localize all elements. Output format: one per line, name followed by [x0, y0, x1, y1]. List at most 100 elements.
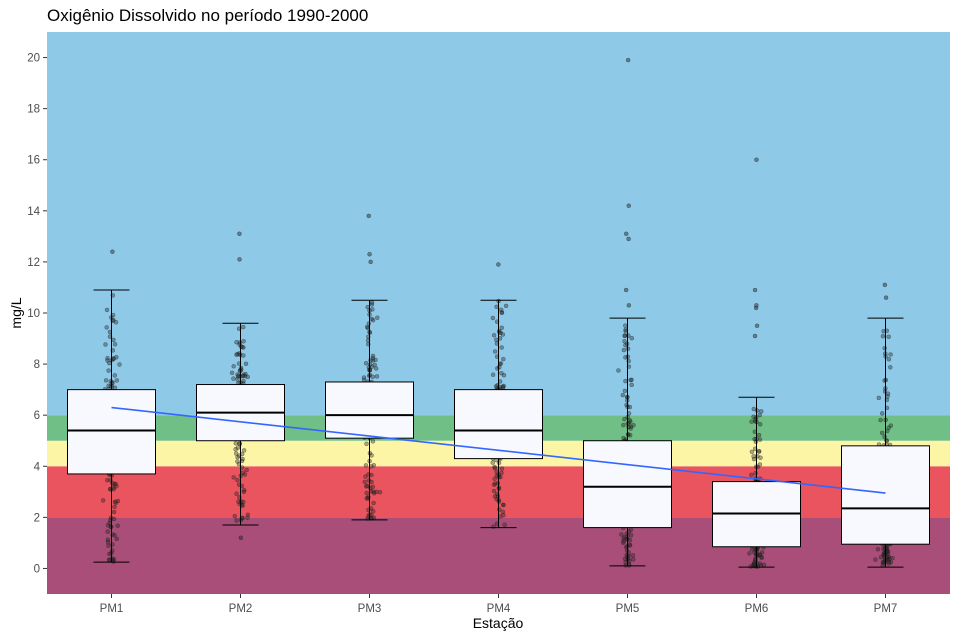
- data-point: [370, 439, 376, 444]
- data-point: [629, 382, 634, 388]
- data-point: [117, 362, 122, 367]
- data-point: [888, 365, 893, 370]
- data-point: [112, 342, 118, 347]
- data-point: [112, 504, 117, 510]
- data-point: [371, 515, 377, 521]
- data-point: [627, 537, 633, 543]
- data-point: [370, 307, 375, 312]
- data-point: [104, 325, 109, 330]
- data-point: [751, 456, 757, 462]
- data-point: [620, 392, 626, 398]
- outlier-point: [754, 323, 760, 329]
- outlier-point: [496, 262, 501, 267]
- data-point: [109, 383, 115, 389]
- data-point: [233, 447, 238, 452]
- data-point: [108, 378, 114, 384]
- boxplots: [67, 57, 930, 568]
- data-point: [245, 374, 250, 380]
- data-point: [501, 502, 506, 508]
- outlier-point: [237, 257, 242, 262]
- y-axis-title: mg/L: [8, 297, 24, 328]
- data-point: [880, 333, 886, 339]
- y-tick-label: 12: [27, 257, 40, 269]
- data-point: [490, 372, 496, 377]
- data-point: [622, 338, 627, 344]
- data-point: [747, 551, 752, 556]
- data-point: [757, 552, 763, 557]
- data-point: [115, 523, 120, 529]
- x-axis-title: Estação: [473, 615, 524, 631]
- outlier-point: [367, 251, 372, 257]
- data-point: [494, 337, 499, 343]
- data-point: [105, 355, 110, 361]
- data-point: [241, 448, 247, 453]
- data-point: [106, 383, 111, 388]
- data-point: [492, 476, 497, 482]
- data-point: [105, 537, 111, 542]
- data-point: [759, 554, 764, 560]
- outlier-point: [752, 287, 758, 293]
- data-point: [375, 315, 380, 320]
- data-point: [103, 342, 108, 347]
- data-point: [241, 353, 246, 358]
- y-tick-label: 18: [27, 104, 40, 116]
- data-point: [370, 374, 376, 380]
- data-point: [490, 460, 495, 465]
- x-tick-label: PM7: [874, 603, 898, 615]
- box-PM1: [67, 389, 156, 475]
- data-point: [757, 437, 763, 442]
- data-point: [885, 394, 890, 399]
- data-point: [630, 557, 636, 562]
- trend-line: [111, 406, 886, 494]
- data-point: [490, 315, 496, 321]
- data-point: [232, 513, 238, 519]
- y-tick-label: 6: [34, 410, 40, 422]
- data-point: [363, 361, 369, 366]
- data-point: [622, 416, 627, 422]
- outlier-point: [752, 333, 758, 339]
- data-point: [499, 370, 504, 376]
- data-point: [371, 500, 376, 506]
- data-point: [628, 527, 634, 532]
- y-tick-label: 2: [34, 512, 40, 524]
- box-PM5: [583, 440, 672, 529]
- data-point: [100, 498, 106, 503]
- outlier-point: [623, 287, 629, 293]
- data-point: [757, 422, 763, 427]
- data-point: [749, 472, 754, 478]
- box-PM4: [454, 389, 543, 460]
- data-point: [875, 547, 881, 552]
- data-point: [371, 462, 377, 468]
- data-point: [364, 483, 370, 489]
- data-point: [235, 477, 240, 483]
- data-point: [241, 345, 246, 350]
- data-point: [756, 449, 762, 454]
- data-point: [502, 522, 507, 527]
- data-point: [619, 532, 624, 537]
- data-point: [377, 489, 383, 495]
- outlier-point: [626, 303, 632, 308]
- data-point: [887, 556, 892, 562]
- data-point: [235, 459, 240, 464]
- data-point: [621, 435, 626, 441]
- outlier-point: [754, 157, 759, 162]
- data-point: [498, 307, 504, 313]
- data-point: [231, 475, 236, 480]
- data-point: [105, 358, 110, 363]
- data-point: [500, 509, 506, 515]
- data-point: [106, 368, 111, 373]
- data-point: [492, 349, 498, 354]
- data-point: [105, 477, 110, 483]
- data-point: [622, 333, 628, 338]
- outlier-point: [626, 236, 631, 242]
- data-point: [886, 357, 892, 362]
- data-point: [500, 332, 506, 337]
- data-point: [628, 426, 633, 431]
- data-point: [105, 529, 110, 534]
- data-point: [361, 377, 367, 383]
- data-point: [878, 417, 883, 423]
- data-point: [242, 472, 248, 477]
- data-point: [491, 482, 497, 488]
- data-point: [361, 375, 367, 380]
